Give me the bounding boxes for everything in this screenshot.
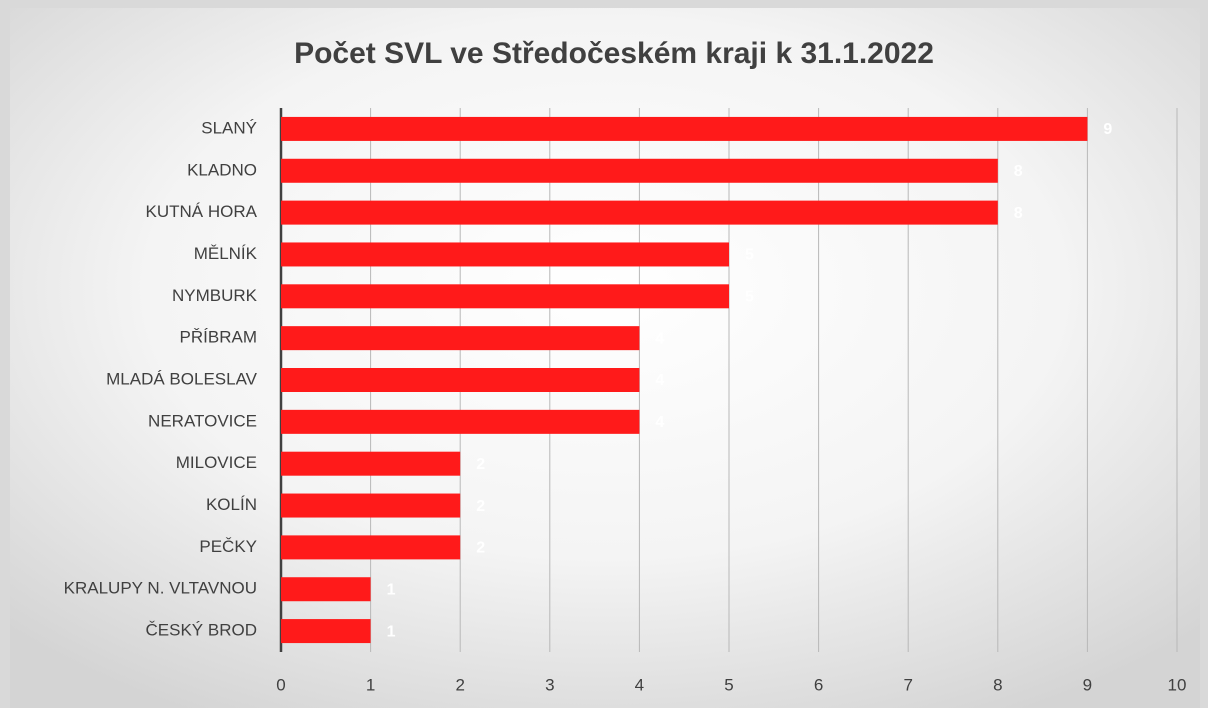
chart-title: Počet SVL ve Středočeském kraji k 31.1.2…	[294, 37, 934, 70]
chart-background	[10, 8, 1200, 708]
y-tick-label: MLADÁ BOLESLAV	[106, 369, 258, 388]
bar	[281, 493, 461, 518]
x-tick-label: 3	[545, 675, 554, 694]
data-label: 1	[387, 581, 396, 598]
y-tick-label: NERATOVICE	[148, 411, 257, 430]
x-tick-label: 0	[276, 675, 285, 694]
y-tick-label: KUTNÁ HORA	[146, 202, 258, 221]
bar	[281, 451, 461, 476]
bar	[281, 535, 461, 560]
y-tick-label: KRALUPY N. VLTAVNOU	[64, 579, 257, 598]
y-tick-label: PŘÍBRAM	[180, 328, 257, 347]
x-tick-label: 8	[993, 675, 1002, 694]
x-tick-label: 7	[903, 675, 912, 694]
y-tick-label: MĚLNÍK	[194, 244, 258, 263]
data-label: 2	[476, 540, 485, 557]
x-tick-label: 10	[1168, 675, 1187, 694]
y-tick-label: MILOVICE	[176, 453, 257, 472]
data-label: 8	[1014, 163, 1023, 180]
bar	[281, 200, 998, 225]
data-label: 5	[745, 289, 754, 306]
x-tick-label: 9	[1083, 675, 1092, 694]
bar	[281, 116, 1088, 141]
y-tick-label: KLADNO	[187, 160, 257, 179]
x-tick-label: 6	[814, 675, 823, 694]
bar	[281, 284, 729, 309]
y-tick-label: SLANÝ	[201, 118, 257, 137]
bar	[281, 242, 729, 267]
x-tick-label: 4	[635, 675, 644, 694]
bar	[281, 577, 371, 602]
data-label: 2	[476, 456, 485, 473]
data-label: 4	[655, 372, 664, 389]
x-tick-label: 1	[366, 675, 375, 694]
data-label: 9	[1103, 121, 1112, 138]
y-tick-label: ČESKÝ BROD	[146, 621, 257, 640]
y-tick-label: NYMBURK	[172, 286, 258, 305]
bar	[281, 368, 640, 392]
x-tick-label: 5	[724, 675, 733, 694]
data-label: 1	[387, 623, 396, 640]
data-label: 2	[476, 498, 485, 515]
bar	[281, 619, 371, 644]
y-tick-label: KOLÍN	[206, 495, 257, 514]
data-label: 4	[655, 414, 664, 431]
data-label: 5	[745, 247, 754, 264]
bar	[281, 326, 640, 351]
bar	[281, 409, 640, 434]
y-tick-label: PEČKY	[199, 537, 257, 556]
data-label: 4	[655, 330, 664, 347]
data-label: 8	[1014, 205, 1023, 222]
bar	[281, 158, 998, 183]
x-tick-label: 2	[455, 675, 464, 694]
